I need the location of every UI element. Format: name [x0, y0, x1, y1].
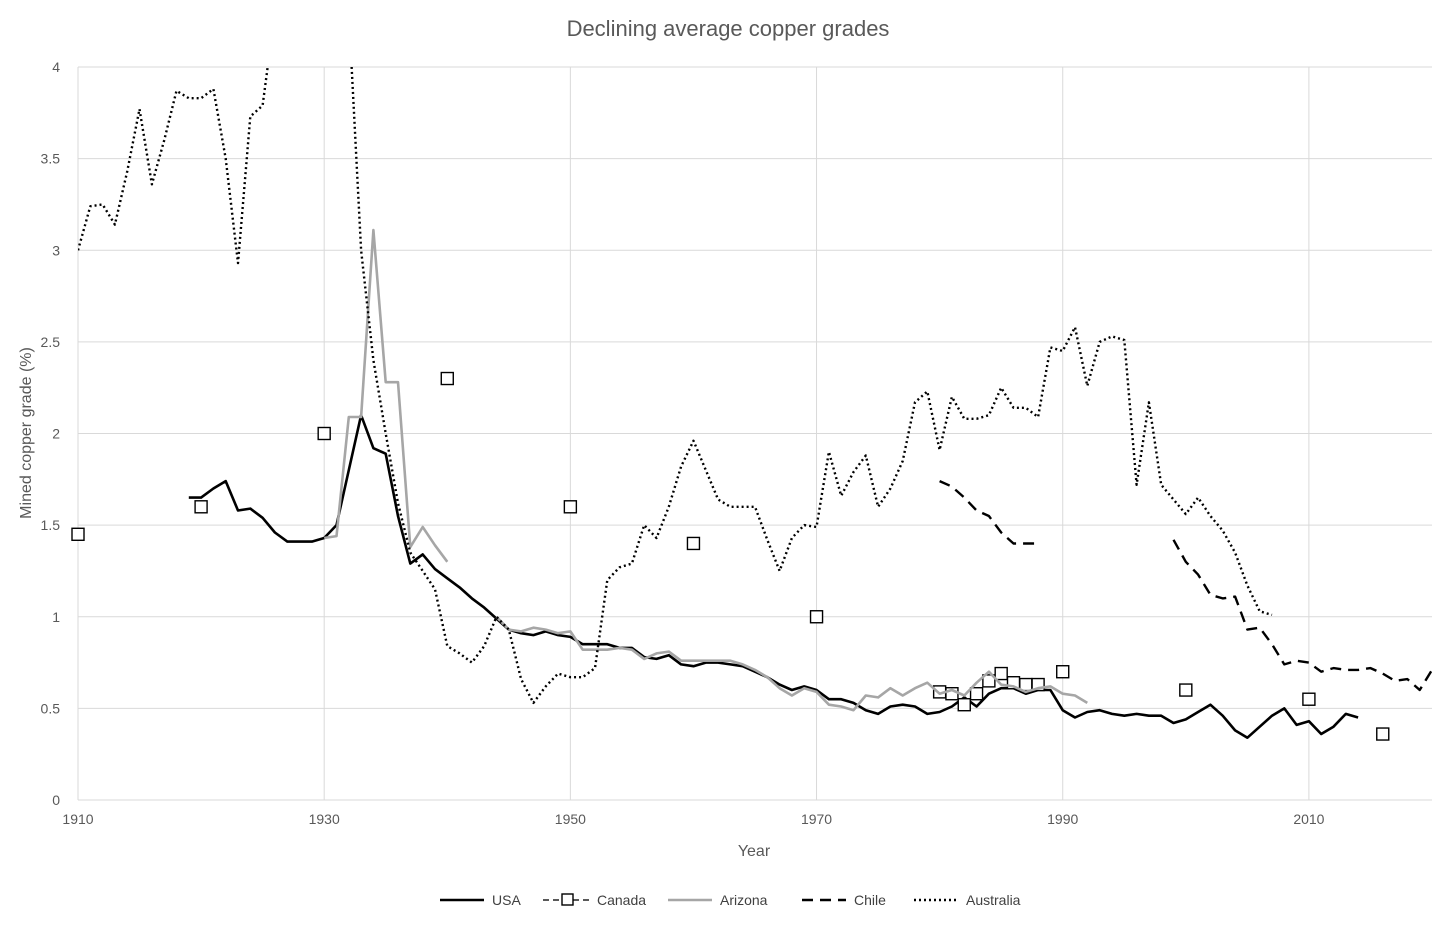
- legend-arizona-label: Arizona: [720, 892, 768, 908]
- canada-point: [317, 426, 331, 441]
- canada-point: [686, 536, 701, 551]
- y-tick-label: 1: [52, 609, 60, 625]
- y-tick-label: 3.5: [41, 151, 61, 167]
- canada-point: [982, 674, 996, 688]
- x-axis-label: Year: [738, 843, 771, 860]
- chart-title: Declining average copper grades: [567, 16, 890, 41]
- x-tick-label: 1910: [62, 811, 93, 827]
- x-tick-label: 1930: [309, 811, 340, 827]
- arizona-series-line: [495, 615, 1088, 712]
- canada-point: [1302, 692, 1316, 706]
- arizona-series-line: [324, 228, 449, 563]
- legend-australia-label: Australia: [966, 892, 1021, 908]
- x-tick-label: 1950: [555, 811, 586, 827]
- canada-point: [957, 698, 971, 712]
- legend-canada-label: Canada: [597, 892, 646, 908]
- grid-lines: [77, 66, 1432, 801]
- legend-usa-label: USA: [492, 892, 521, 908]
- canada-point: [994, 666, 1008, 681]
- legend-canada-marker: [561, 893, 574, 906]
- canada-point: [440, 371, 454, 386]
- x-tick-label: 2010: [1293, 811, 1324, 827]
- canada-point: [809, 610, 824, 624]
- canada-point: [1056, 665, 1070, 679]
- canada-point: [969, 687, 984, 701]
- series-group: [71, 67, 1432, 741]
- australia-series-line: [350, 67, 1273, 705]
- x-tick-label: 1990: [1047, 811, 1078, 827]
- chile-series-line: [939, 480, 1039, 545]
- y-tick-label: 3: [52, 242, 60, 258]
- y-tick-label: 4: [52, 59, 60, 75]
- canada-point: [71, 527, 85, 541]
- canada-point: [1179, 683, 1193, 697]
- legend-chile-label: Chile: [854, 892, 886, 908]
- y-tick-label: 1.5: [41, 517, 61, 533]
- axes-group: 0 0.5 1 1.5 2 2.5 3 3.5 4 1910 1930 1950 1970 1990 201…: [41, 59, 1325, 827]
- y-tick-label: 0.5: [41, 700, 61, 716]
- legend: USA Canada Arizona Chile Australia: [440, 892, 1021, 908]
- y-axis-label: Mined copper grade (%): [18, 347, 35, 519]
- y-tick-label: 2: [52, 426, 60, 442]
- y-tick-label: 0: [52, 792, 60, 808]
- canada-point: [1376, 727, 1390, 741]
- canada-point: [563, 500, 578, 514]
- canada-point: [194, 500, 208, 514]
- y-tick-label: 2.5: [41, 334, 61, 350]
- chile-series-line: [1172, 539, 1432, 692]
- australia-series-line: [78, 67, 269, 265]
- usa-series-line: [188, 413, 1359, 740]
- x-tick-label: 1970: [801, 811, 832, 827]
